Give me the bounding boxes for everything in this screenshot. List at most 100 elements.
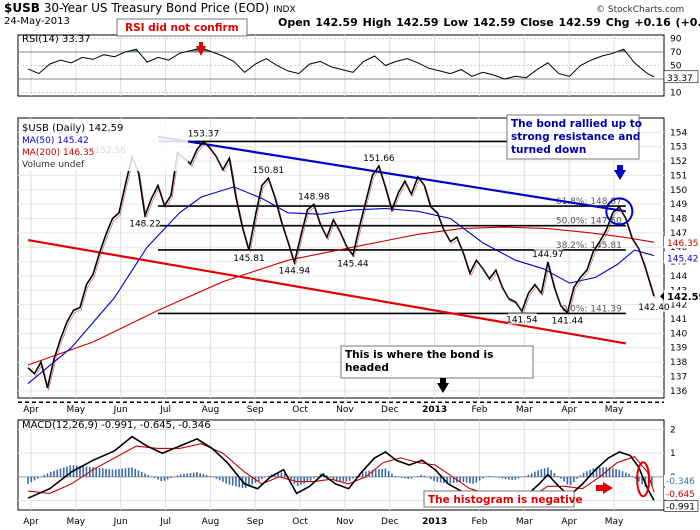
macd-histogram-bar (537, 470, 539, 477)
fib-level-label: 61.8%: 148.87 (556, 197, 622, 207)
macd-histogram-bar (417, 476, 419, 477)
x-tick-label: Aug (202, 517, 220, 527)
macd-histogram-bar (118, 469, 120, 477)
macd-histogram-bar (79, 465, 81, 477)
price-point-label: 148.98 (298, 192, 330, 202)
macd-histogram-bar (62, 467, 65, 477)
macd-histogram-bar (329, 476, 331, 478)
resistance-annotation-line2: strong resistance and (511, 131, 640, 143)
macd-histogram-bar (160, 476, 163, 482)
macd-histogram-bar (413, 476, 416, 478)
macd-histogram-bar (407, 476, 409, 480)
chart-date: 24-May-2013 (4, 16, 70, 27)
macd-histogram-bar (235, 476, 237, 487)
macd-histogram-bar (140, 471, 143, 477)
rsi-legend: RSI(14) 33.37 (22, 34, 91, 45)
y-tick-label: 147 (670, 229, 687, 239)
macd-annotation-box (423, 490, 575, 508)
rsi-axis-tag-bg (663, 70, 699, 84)
macd-histogram-bar (348, 476, 351, 481)
macd-histogram-bar (342, 476, 344, 482)
macd-histogram-bar (566, 476, 569, 485)
price-point-label: 145.44 (337, 259, 369, 269)
macd-histogram-bar (352, 476, 354, 479)
macd-histogram-bar (651, 476, 653, 487)
macd-histogram-bar (469, 476, 471, 484)
resistance-down-arrow-icon (614, 170, 626, 180)
legend-volume: Volume undef (22, 160, 85, 170)
macd-histogram-bar (215, 476, 218, 479)
macd-histogram-bar (66, 466, 68, 477)
macd-histogram-bar (472, 476, 474, 484)
ma50-axis-tag-bg (664, 251, 698, 264)
target-down-arrow-icon (437, 383, 449, 393)
macd-histogram-bar (634, 476, 637, 479)
y-tick-label: 136 (670, 387, 687, 397)
macd-histogram-bar (69, 465, 72, 477)
price-label-bg (533, 248, 563, 260)
macd-histogram-bar (131, 467, 133, 477)
macd-histogram-bar (560, 476, 562, 479)
macd-histogram-bar (540, 469, 543, 477)
macd-histogram-bar (599, 467, 601, 477)
macd-histogram-bar (504, 476, 507, 480)
macd-histogram-bar (491, 476, 494, 478)
macd-histogram-bar (53, 470, 55, 477)
macd-histogram-bar (59, 468, 62, 477)
y-tick-label: 146 (670, 243, 687, 253)
rsi-tick-label: 50 (670, 62, 682, 72)
macd-histogram-bar (556, 475, 559, 477)
macd-axis-tag: -0.991 (666, 502, 695, 512)
macd-histogram-bar (482, 476, 484, 479)
resistance-annotation-box (506, 114, 640, 160)
macd-histogram-bar (426, 476, 429, 478)
macd-histogram-bar (267, 475, 270, 477)
macd-histogram-bar (371, 470, 374, 477)
y-tick-label: 153 (670, 143, 687, 153)
macd-histogram-bar (631, 476, 634, 477)
target-annotation-box (340, 345, 534, 379)
macd-histogram-bar (303, 476, 305, 484)
macd-histogram-bar (423, 475, 426, 477)
ohlc-summary: Open 142.59 High 142.59 Low 142.59 Close… (278, 16, 700, 29)
support-trendline (27, 238, 627, 345)
macd-histogram-bar (251, 476, 253, 485)
fib-level-label: 38.2%: 145.81 (556, 241, 622, 251)
y-tick-label: 148 (670, 215, 687, 225)
macd-histogram-bar (433, 476, 435, 481)
macd-histogram-bar (33, 476, 36, 481)
macd-histogram-bar (199, 473, 202, 477)
macd-histogram-bar (82, 466, 85, 477)
macd-axis-tag-bg (664, 488, 698, 500)
macd-histogram-bar (582, 472, 585, 477)
macd-histogram-bar (92, 467, 94, 477)
macd-histogram-bar (231, 476, 234, 486)
rsi-line (27, 47, 655, 80)
macd-histogram-bar (534, 471, 536, 477)
rsi-panel-frame (17, 34, 665, 97)
instrument-name: 30-Year US Treasury Bond Price (EOD) (43, 1, 270, 15)
price-point-label: 141.54 (506, 315, 538, 325)
macd-histogram-bar (176, 475, 179, 477)
macd-histogram-bar (524, 476, 526, 477)
y-tick-label: 141 (670, 315, 687, 325)
macd-histogram-bar (361, 471, 364, 477)
macd-histogram-bar (225, 476, 227, 484)
macd-histogram-bar (625, 472, 627, 477)
macd-histogram-bar (166, 476, 169, 480)
macd-histogram-bar (209, 476, 211, 477)
macd-histogram-bar (589, 469, 591, 477)
x-tick-label: May (67, 517, 86, 527)
macd-histogram-bar (495, 476, 497, 478)
macd-histogram-bar (283, 473, 286, 477)
macd-histogram-bar (189, 472, 192, 477)
macd-histogram-bar (501, 476, 504, 479)
price-point-label: 144.94 (279, 266, 311, 276)
macd-histogram-bar (527, 474, 530, 477)
macd-histogram-bar (202, 474, 205, 477)
macd-histogram-bar (326, 475, 328, 477)
y-tick-label: 152 (670, 157, 687, 167)
macd-histogram-bar (384, 468, 387, 477)
fib-level-label: 50.0%: 147.50 (556, 217, 622, 227)
y-tick-label: 142 (670, 301, 687, 311)
